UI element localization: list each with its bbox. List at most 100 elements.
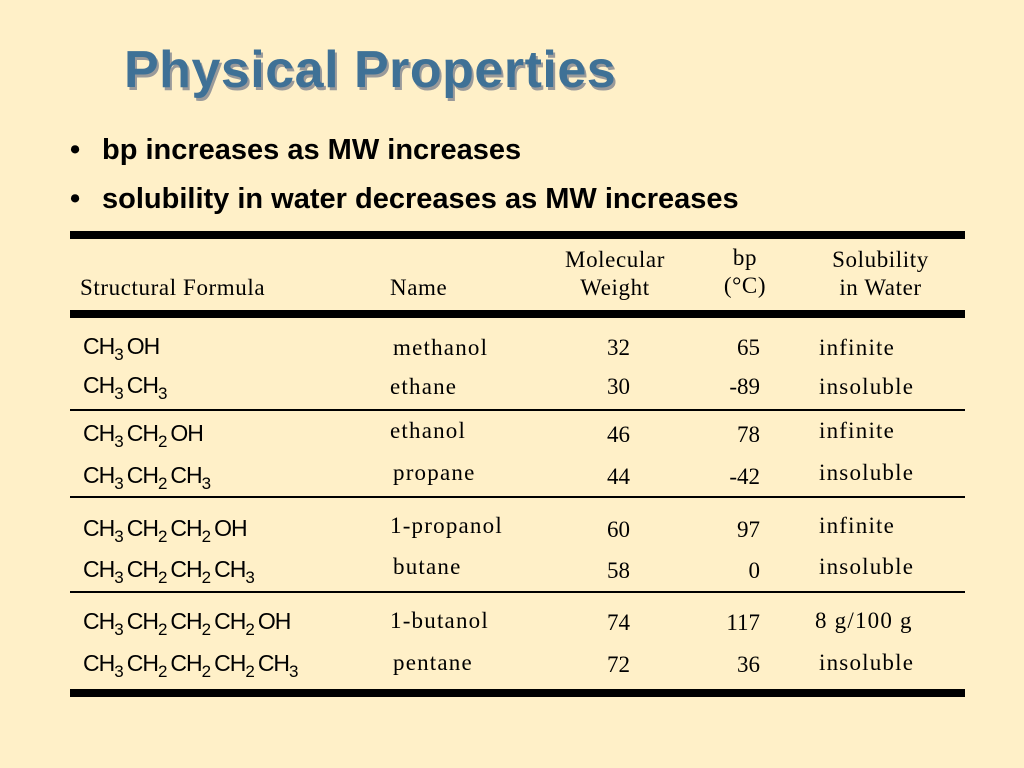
formula-atom: OH	[214, 515, 247, 541]
mw-cell: 60	[607, 517, 630, 542]
header-bp: bp (°C)	[705, 244, 785, 300]
formula-atom: CH	[83, 515, 115, 541]
formula-cell: CH3 CH2 CH3	[83, 462, 214, 492]
mw-cell: 32	[607, 335, 630, 360]
formula-group: CH3	[258, 650, 299, 680]
formula-group: CH3	[214, 556, 255, 586]
formula-group: CH3	[83, 515, 124, 545]
formula-atom: OH	[126, 333, 160, 359]
formula-subscript: 2	[157, 432, 168, 451]
group-divider	[70, 591, 965, 593]
formula-atom: CH	[83, 333, 115, 359]
formula-subscript: 2	[201, 527, 212, 546]
formula-group: OH	[127, 333, 160, 359]
name-cell: pentane	[393, 650, 473, 675]
formula-group: OH	[170, 420, 203, 446]
formula-subscript: 3	[201, 474, 212, 493]
formula-cell: CH3 CH2 CH2 CH3	[83, 556, 258, 586]
formula-group: CH3	[83, 462, 124, 492]
formula-group: CH2	[170, 608, 211, 638]
group-divider	[70, 496, 965, 498]
bullet-text: solubility in water decreases as MW incr…	[102, 183, 739, 215]
name-cell: methanol	[393, 335, 489, 360]
formula-atom: CH	[126, 608, 159, 634]
formula-atom: CH	[83, 556, 115, 582]
name-cell: butane	[393, 554, 462, 579]
name-cell: ethane	[390, 374, 458, 399]
bullet-item: • bp increases as MW increases	[70, 126, 739, 175]
solubility-cell: insoluble	[819, 650, 915, 675]
formula-atom: CH	[214, 556, 246, 582]
formula-group: CH2	[126, 462, 168, 492]
header-bp-line2: (°C)	[723, 273, 767, 298]
formula-cell: CH3 OH	[83, 333, 163, 363]
formula-group: CH3	[83, 420, 124, 450]
header-solubility: Solubility in Water	[808, 246, 953, 302]
solubility-cell: insoluble	[819, 460, 915, 485]
solubility-cell: infinite	[819, 418, 896, 443]
table-top-rule	[70, 231, 965, 239]
header-mw-line2: Weight	[580, 275, 650, 300]
solubility-cell: insoluble	[819, 554, 915, 579]
formula-group: CH2	[126, 556, 168, 586]
bp-cell: 36	[737, 652, 760, 677]
name-cell: ethanol	[390, 418, 467, 443]
formula-subscript: 2	[201, 568, 212, 587]
formula-cell: CH3 CH2 CH2 OH	[83, 515, 251, 545]
formula-group: CH2	[214, 608, 255, 638]
formula-cell: CH3 CH2 OH	[83, 420, 207, 450]
bp-cell: 65	[737, 335, 760, 360]
formula-atom: CH	[126, 650, 159, 676]
mw-cell: 44	[607, 464, 630, 489]
formula-group: CH2	[126, 650, 168, 680]
formula-subscript: 2	[157, 620, 168, 639]
formula-subscript: 3	[245, 568, 255, 587]
formula-subscript: 2	[245, 662, 255, 681]
formula-atom: CH	[126, 372, 159, 398]
formula-group: CH3	[83, 608, 124, 638]
formula-atom: CH	[126, 420, 159, 446]
formula-atom: CH	[170, 515, 202, 541]
formula-group: CH2	[170, 650, 211, 680]
formula-atom: CH	[214, 650, 246, 676]
header-sol-line1: Solubility	[832, 247, 929, 272]
formula-group: CH3	[83, 556, 124, 586]
formula-subscript: 3	[114, 345, 124, 364]
solubility-cell: 8 g/100 g	[815, 608, 913, 633]
formula-atom: CH	[126, 556, 159, 582]
formula-cell: CH3 CH2 CH2 CH2 OH	[83, 608, 294, 638]
header-name: Name	[390, 275, 448, 300]
bp-cell: 117	[726, 610, 760, 635]
bp-cell: 0	[748, 558, 761, 583]
formula-group: OH	[258, 608, 291, 634]
formula-group: CH2	[170, 515, 211, 545]
formula-subscript: 2	[157, 474, 168, 493]
formula-atom: CH	[126, 462, 159, 488]
formula-subscript: 3	[114, 568, 124, 587]
formula-subscript: 3	[289, 662, 299, 681]
mw-cell: 30	[607, 374, 630, 399]
formula-atom: CH	[214, 608, 246, 634]
formula-atom: CH	[83, 462, 115, 488]
formula-cell: CH3 CH3	[83, 372, 170, 402]
formula-group: CH3	[126, 372, 168, 402]
formula-atom: CH	[170, 462, 202, 488]
formula-subscript: 2	[245, 620, 255, 639]
formula-atom: CH	[83, 420, 115, 446]
formula-group: CH3	[83, 333, 124, 363]
formula-group: CH2	[127, 515, 168, 545]
formula-atom: OH	[170, 420, 203, 446]
bp-cell: 78	[737, 422, 760, 447]
formula-atom: CH	[83, 608, 115, 634]
formula-atom: CH	[83, 650, 115, 676]
group-divider	[70, 409, 965, 411]
formula-group: CH2	[126, 608, 168, 638]
mw-cell: 72	[607, 652, 630, 677]
formula-atom: CH	[170, 556, 202, 582]
formula-subscript: 2	[201, 662, 212, 681]
formula-cell: CH3 CH2 CH2 CH2 CH3	[83, 650, 302, 680]
formula-atom: CH	[83, 372, 115, 398]
table-header-rule	[70, 310, 965, 318]
mw-cell: 58	[607, 558, 630, 583]
header-sol-line2: in Water	[839, 275, 922, 300]
